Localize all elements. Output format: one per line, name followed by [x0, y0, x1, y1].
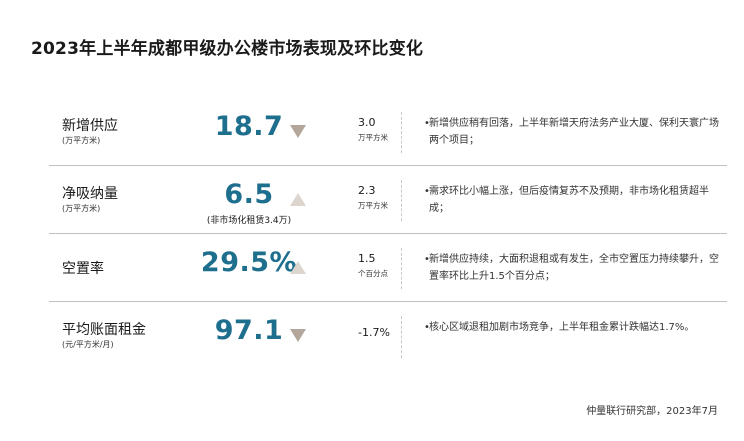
- dashed-divider: [401, 316, 402, 358]
- bullet: •: [424, 322, 430, 333]
- metric-unit: (万平方米): [62, 136, 101, 145]
- dashed-divider: [401, 248, 402, 289]
- metric-row-net-absorption: 净吸纳量 (万平方米) 6.5 (非市场化租赁3.4万) 2.3 万平方米 • …: [49, 166, 727, 234]
- metric-description: 需求环比小幅上涨，但后疫情复苏不及预期，非市场化租赁超半成；: [429, 186, 709, 214]
- metric-label: 净吸纳量: [62, 186, 118, 202]
- change-value: 1.5: [358, 252, 376, 265]
- change-value: 2.3: [358, 184, 376, 197]
- metric-value-note: (非市场化租赁3.4万): [206, 216, 292, 226]
- metric-row-average-rent: 平均账面租金 (元/平方米/月) 97.1 -1.7% • 核心区域退租加剧市场…: [49, 302, 727, 370]
- metric-value: 6.5: [224, 179, 274, 210]
- metric-description: 新增供应持续，大面积退租或有发生，全市空置压力持续攀升，空置率环比上升1.5个百…: [429, 254, 719, 282]
- change-unit: 万平方米: [358, 133, 388, 142]
- metrics-table: 新增供应 (万平方米) 18.7 3.0 万平方米 • 新增供应稍有回落，上半年…: [49, 98, 727, 370]
- metric-label: 平均账面租金: [62, 322, 146, 338]
- metric-unit: (万平方米): [62, 204, 101, 213]
- dashed-divider: [401, 180, 402, 221]
- metric-description: 新增供应稍有回落，上半年新增天府法务产业大厦、保利天寰广场两个项目；: [429, 118, 719, 146]
- triangle-down-icon: [289, 124, 307, 139]
- metric-value: 29.5%: [200, 247, 298, 278]
- metric-row-vacancy-rate: 空置率 29.5% 1.5 个百分点 • 新增供应持续，大面积退租或有发生，全市…: [49, 234, 727, 302]
- metric-value: 97.1: [214, 315, 284, 346]
- bullet: •: [424, 254, 430, 265]
- change-unit: 万平方米: [358, 201, 388, 210]
- triangle-up-icon: [289, 260, 307, 275]
- change-value: -1.7%: [358, 326, 390, 339]
- change-value: 3.0: [358, 116, 376, 129]
- metric-row-new-supply: 新增供应 (万平方米) 18.7 3.0 万平方米 • 新增供应稍有回落，上半年…: [49, 98, 727, 166]
- metric-description: 核心区域退租加剧市场竞争，上半年租金累计跌幅达1.7%。: [429, 322, 695, 333]
- source-footer: 仲量联行研究部，2023年7月: [586, 406, 718, 417]
- metric-value: 18.7: [214, 111, 284, 142]
- metric-unit: (元/平方米/月): [62, 340, 114, 349]
- triangle-up-icon: [289, 192, 307, 207]
- metric-label: 空置率: [62, 261, 104, 277]
- change-unit: 个百分点: [358, 269, 388, 278]
- bullet: •: [424, 118, 430, 129]
- bullet: •: [424, 186, 430, 197]
- triangle-down-icon: [289, 328, 307, 343]
- page-title: 2023年上半年成都甲级办公楼市场表现及环比变化: [31, 39, 424, 59]
- dashed-divider: [401, 112, 402, 153]
- metric-label: 新增供应: [62, 118, 118, 134]
